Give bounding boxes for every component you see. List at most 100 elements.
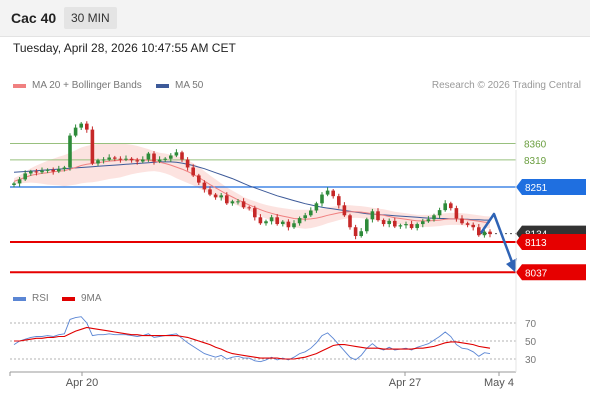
candles-group <box>12 121 492 240</box>
copyright-note: Research © 2026 Trading Central <box>431 80 581 91</box>
x-tick-label-0: Apr 20 <box>66 377 98 389</box>
candle-body <box>68 135 72 168</box>
candle-body <box>465 223 470 225</box>
candle-body <box>303 215 307 219</box>
projection-arrow-head <box>506 258 517 272</box>
candle-body <box>342 205 347 216</box>
candle-body <box>404 224 408 226</box>
ma50-legend-label: MA 50 <box>175 80 204 91</box>
rsi-tick-label-70: 70 <box>525 319 537 330</box>
candle-body <box>219 195 223 198</box>
candle-body <box>230 201 235 204</box>
candle-body <box>191 167 195 176</box>
candle-body <box>398 225 403 227</box>
candle-body <box>34 171 39 173</box>
symbol-title: Cac 40 <box>11 10 57 26</box>
price-level-tag-8113: 8113 <box>516 234 586 250</box>
candle-body <box>135 160 139 162</box>
candle-body <box>337 196 341 206</box>
candle-body <box>101 159 106 161</box>
candle-body <box>51 169 55 172</box>
candle-body <box>118 158 123 160</box>
candle-body <box>62 167 67 170</box>
candle-body <box>12 183 16 186</box>
candle-body <box>40 170 44 173</box>
rsi-legend-label: RSI <box>32 293 49 304</box>
chart-datetime: Tuesday, April 28, 2026 10:47:55 AM CET <box>13 41 236 55</box>
candle-body <box>460 218 464 224</box>
candle-body <box>488 231 492 235</box>
ma50-line <box>13 161 490 221</box>
rsi-ma-legend-swatch <box>62 297 75 301</box>
candle-body <box>107 157 111 160</box>
candle-body <box>370 211 375 220</box>
candle-body <box>17 179 22 184</box>
candle-body <box>437 210 442 216</box>
x-tick-label-2: May 4 <box>484 377 514 389</box>
price-level-label-8360: 8360 <box>524 140 547 151</box>
candle-body <box>241 201 246 208</box>
candle-body <box>185 159 190 168</box>
price-level-label-8251: 8251 <box>525 183 548 194</box>
price-level-label-8113: 8113 <box>525 238 547 249</box>
candle-body <box>353 227 358 237</box>
candle-body <box>393 220 397 227</box>
candle-body <box>281 221 285 225</box>
ma50-legend-swatch <box>156 84 169 88</box>
rsi-series-rsi <box>13 316 491 363</box>
candle-body <box>247 207 251 209</box>
projection-arrow <box>479 212 517 272</box>
price-level-tag-bg-8251 <box>516 179 586 195</box>
candle-body <box>29 171 33 174</box>
candle-body <box>141 159 145 162</box>
price-level-label-8319: 8319 <box>524 156 547 167</box>
candle-body <box>286 221 291 228</box>
rsi-ma-legend-label: 9MA <box>81 293 102 304</box>
candle-body <box>421 221 425 225</box>
candle-body <box>292 223 296 228</box>
candle-body <box>96 160 100 164</box>
candle-body <box>331 190 335 197</box>
candle-body <box>443 203 447 211</box>
candle-body <box>180 152 184 160</box>
candle-body <box>169 155 173 159</box>
projection-arrow-line <box>479 212 514 263</box>
candle-body <box>197 175 201 183</box>
candle-body <box>129 158 134 161</box>
candle-body <box>73 127 78 136</box>
candle-body <box>163 158 167 160</box>
candle-body <box>365 219 369 232</box>
candle-body <box>275 217 279 225</box>
candle-body <box>309 210 313 216</box>
candle-body <box>45 169 50 171</box>
candle-body <box>415 224 419 229</box>
candle-body <box>325 190 330 195</box>
price-level-tag-bg-8037 <box>516 264 586 281</box>
candle-body <box>57 169 61 172</box>
candle-body <box>152 153 156 162</box>
price-level-tag-8037: 8037 <box>516 264 586 281</box>
timeframe-button[interactable]: 30 MIN <box>64 7 117 29</box>
candle-body <box>85 123 89 130</box>
candle-body <box>79 123 83 128</box>
candle-body <box>174 152 179 156</box>
candle-body <box>297 218 302 224</box>
candle-body <box>113 157 117 159</box>
candle-body <box>320 194 324 204</box>
candle-body <box>124 158 128 160</box>
candle-body <box>381 220 386 225</box>
candle-body <box>471 224 475 228</box>
top-bar: Cac 40 30 MIN <box>0 0 590 37</box>
candle-body <box>258 217 263 224</box>
candle-body <box>348 215 352 228</box>
price-level-label-8037: 8037 <box>525 268 548 279</box>
candle-body <box>432 215 436 220</box>
candle-body <box>477 227 481 236</box>
candle-body <box>225 195 229 204</box>
rsi-tick-label-50: 50 <box>525 337 537 348</box>
bollinger-band <box>14 143 490 229</box>
candle-body <box>269 217 274 222</box>
candle-body <box>146 153 151 160</box>
candle-body <box>376 211 380 221</box>
